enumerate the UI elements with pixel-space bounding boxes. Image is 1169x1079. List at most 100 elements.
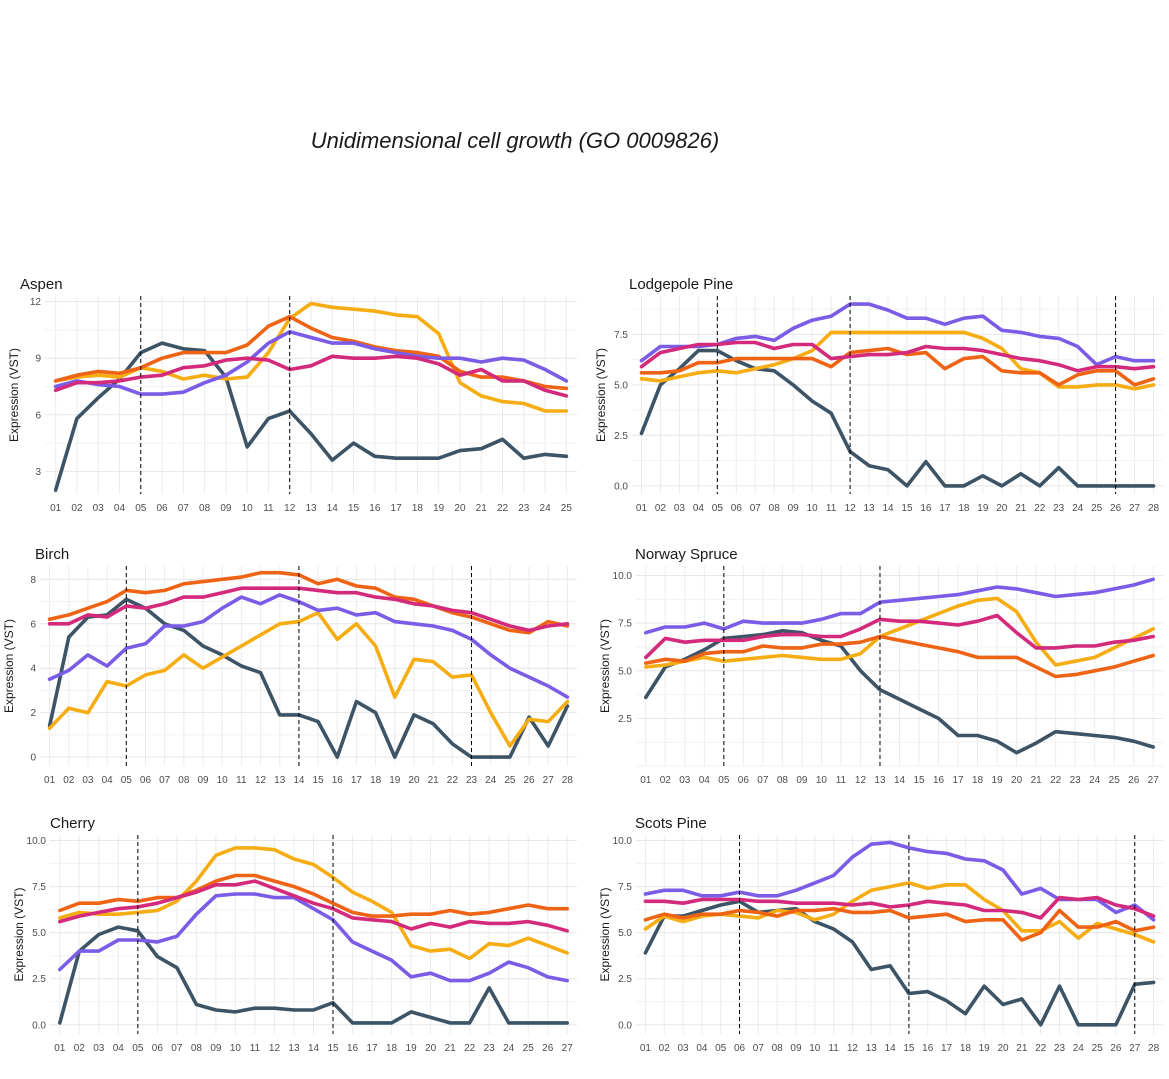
x-tick-label: 10	[809, 1043, 821, 1054]
x-tick-label: 22	[464, 1043, 476, 1054]
x-tick-label: 25	[1091, 503, 1103, 514]
x-tick-label: 04	[114, 503, 126, 514]
x-tick-label: 12	[845, 503, 857, 514]
panel-title: Lodgepole Pine	[629, 276, 733, 293]
x-tick-label: 14	[327, 503, 339, 514]
x-tick-label: 15	[913, 775, 925, 786]
y-tick-label: 0.0	[614, 481, 628, 492]
x-tick-label: 10	[242, 503, 254, 514]
x-tick-label: 24	[540, 503, 552, 514]
x-tick-label: 12	[255, 775, 267, 786]
x-tick-label: 16	[332, 775, 344, 786]
x-tick-label: 03	[674, 503, 686, 514]
grid	[45, 296, 577, 494]
x-tick-label: 24	[1073, 1043, 1085, 1054]
x-tick-label: 13	[866, 1043, 878, 1054]
x-tick-label: 17	[351, 775, 363, 786]
y-tick-label: 5.0	[614, 380, 628, 391]
x-tick-label: 02	[71, 503, 83, 514]
x-tick-label: 26	[1128, 775, 1140, 786]
y-tick-label: 3	[35, 467, 41, 478]
series-line-5	[47, 586, 570, 633]
y-tick-label: 8	[30, 575, 36, 586]
x-tick-label: 05	[718, 775, 730, 786]
x-tick-label: 22	[1035, 1043, 1047, 1054]
x-tick-label: 06	[731, 503, 743, 514]
x-tick-label: 04	[693, 503, 705, 514]
x-tick-label: 21	[1015, 503, 1027, 514]
x-tick-label: 10	[816, 775, 828, 786]
x-tick-label: 14	[308, 1043, 320, 1054]
x-tick-label: 23	[518, 503, 530, 514]
series-line-4	[643, 840, 1156, 922]
chart-panel-lodgepole-pine: Lodgepole Pine Expression (VST) 0.0 2.5 5.0 7…	[586, 268, 1166, 528]
y-axis-label: Expression (VST)	[2, 619, 16, 713]
y-tick-label: 10.0	[613, 571, 633, 582]
x-tick-label: 16	[920, 503, 932, 514]
series-line-1	[639, 348, 1156, 488]
x-tick-label: 09	[788, 503, 800, 514]
x-tick-label: 13	[274, 775, 286, 786]
x-tick-label: 02	[659, 1043, 671, 1054]
series-line-5	[643, 613, 1156, 660]
x-tick-label: 01	[640, 775, 652, 786]
x-tick-label: 01	[640, 1043, 652, 1054]
x-tick-label: 03	[82, 775, 94, 786]
series-line-1	[643, 899, 1156, 1027]
x-tick-label: 03	[93, 503, 105, 514]
x-tick-label: 09	[220, 503, 232, 514]
x-tick-label: 17	[391, 503, 403, 514]
x-tick-label: 26	[542, 1043, 554, 1054]
x-tick-label: 15	[327, 1043, 339, 1054]
x-tick-label: 19	[389, 775, 401, 786]
x-tick-label: 23	[1054, 1043, 1066, 1054]
x-tick-label: 17	[941, 1043, 953, 1054]
x-tick-label: 25	[504, 775, 516, 786]
x-tick-label: 16	[369, 503, 381, 514]
grid	[632, 296, 1163, 494]
x-tick-label: 04	[102, 775, 114, 786]
y-axis-label: Expression (VST)	[7, 348, 21, 442]
series-line-2	[643, 881, 1156, 944]
chart-svg: Norway Spruce Expression (VST) 2.5 5.0 7.5 10…	[598, 546, 1163, 786]
y-axis-label: Expression (VST)	[594, 348, 608, 442]
series-line-5	[57, 879, 570, 933]
panel-title: Norway Spruce	[635, 546, 738, 563]
x-tick-label: 07	[171, 1043, 183, 1054]
x-tick-label: 15	[903, 1043, 915, 1054]
x-tick-label: 05	[132, 1043, 144, 1054]
x-tick-label: 11	[236, 775, 247, 786]
x-tick-label: 07	[753, 1043, 765, 1054]
x-tick-label: 27	[1148, 775, 1160, 786]
x-tick-label: 18	[370, 775, 382, 786]
x-tick-label: 10	[807, 503, 819, 514]
y-tick-label: 0.0	[32, 1020, 46, 1031]
series-line-2	[47, 610, 570, 748]
series-line-3	[57, 873, 570, 918]
series-line-5	[53, 354, 569, 398]
x-tick-label: 10	[230, 1043, 242, 1054]
x-tick-label: 17	[952, 775, 964, 786]
chart-svg: Cherry Expression (VST) 0.0 2.5 5.0 7.5 10.0 01…	[12, 815, 577, 1054]
series-line-5	[639, 340, 1156, 373]
x-tick-label: 22	[1034, 503, 1046, 514]
x-tick-label: 25	[1092, 1043, 1104, 1054]
x-tick-label: 14	[882, 503, 894, 514]
x-tick-label: 17	[939, 503, 951, 514]
x-tick-label: 18	[972, 775, 984, 786]
x-tick-label: 03	[679, 775, 691, 786]
x-tick-label: 06	[140, 775, 152, 786]
x-tick-label: 04	[696, 1043, 708, 1054]
x-tick-label: 23	[1053, 503, 1065, 514]
y-tick-label: 5.0	[618, 928, 632, 939]
x-tick-label: 13	[288, 1043, 300, 1054]
x-tick-label: 11	[826, 503, 837, 514]
x-tick-label: 25	[523, 1043, 535, 1054]
x-tick-label: 13	[874, 775, 886, 786]
series-line-3	[643, 634, 1156, 679]
x-tick-label: 11	[828, 1043, 839, 1054]
panel-title: Cherry	[50, 815, 96, 832]
x-tick-label: 18	[958, 503, 970, 514]
x-tick-label: 20	[408, 775, 420, 786]
